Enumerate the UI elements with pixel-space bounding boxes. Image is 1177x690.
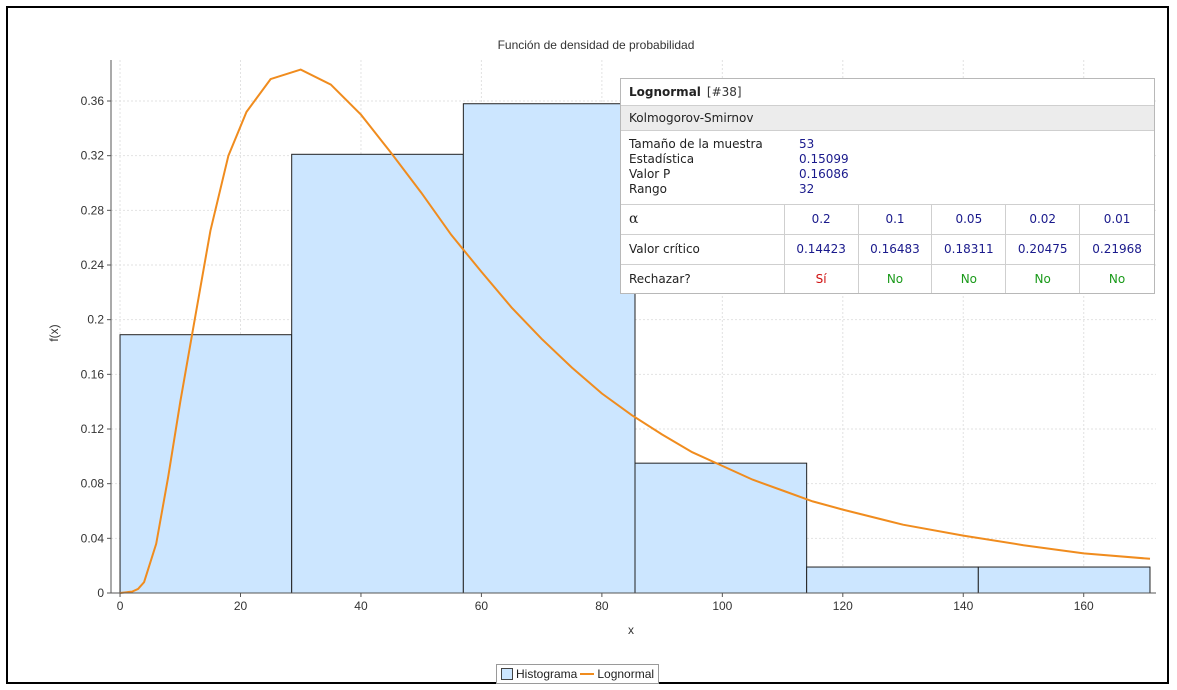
critical-value: 0.20475 (1006, 235, 1081, 264)
sample-size-label: Tamaño de la muestra (629, 137, 763, 151)
test-summary: Tamaño de la muestra Estadística Valor P… (621, 131, 1154, 205)
alpha-value: 0.1 (859, 205, 933, 234)
alpha-label: α (621, 205, 785, 234)
y-tick-label: 0.12 (81, 422, 105, 436)
histogram-bar (462, 103, 636, 594)
critical-value: 0.14423 (785, 235, 859, 264)
distribution-id: [#38] (706, 85, 742, 99)
critical-value: 0.18311 (932, 235, 1007, 264)
reject-label: Rechazar? (621, 265, 785, 293)
y-tick-label: 0.16 (81, 367, 105, 381)
alpha-value: 0.05 (932, 205, 1007, 234)
x-tick-label: 160 (1074, 599, 1094, 613)
y-tick-labels: 0 0.04 0.08 0.12 0.16 0.2 0.24 0.28 0.32 0.36 (81, 94, 111, 600)
distribution-header: Lognormal [#38] (621, 79, 1154, 106)
x-tick-label: 140 (953, 599, 973, 613)
x-axis-label: x (628, 623, 634, 637)
p-value-label: Valor P (629, 167, 671, 181)
y-tick-label: 0.04 (81, 531, 105, 545)
histogram-bar (806, 566, 979, 594)
histogram-bars (119, 103, 1151, 594)
p-value-value: 0.16086 (799, 167, 849, 181)
x-tick-labels: 0 20 40 60 80 100 120 140 160 (117, 593, 1094, 613)
histogram-bar (291, 153, 464, 594)
histogram-bar (119, 334, 293, 594)
legend-label-histogram: Histograma (516, 667, 578, 681)
critical-value-row: Valor crítico 0.14423 0.16483 0.18311 0.… (621, 235, 1154, 265)
y-tick-label: 0.36 (81, 94, 105, 108)
y-tick-label: 0.32 (81, 149, 105, 163)
x-tick-label: 60 (475, 599, 489, 613)
alpha-value: 0.01 (1103, 212, 1131, 226)
statistic-value: 0.15099 (799, 152, 849, 166)
critical-value: 0.21968 (1092, 242, 1142, 256)
x-tick-label: 0 (117, 599, 124, 613)
histogram-bar (977, 566, 1151, 594)
reject-value: No (1006, 265, 1081, 293)
rank-label: Rango (629, 182, 667, 196)
chart-frame: Función de densidad de probabilidad 0 20 4… (6, 6, 1169, 684)
lognormal-curve (119, 68, 1151, 594)
statistic-label: Estadística (629, 152, 695, 166)
reject-row: Rechazar? Sí No No No No (621, 265, 1154, 293)
legend-swatch-lognormal (580, 673, 595, 675)
x-tick-label: 100 (712, 599, 732, 613)
y-axis-label: f(x) (47, 324, 61, 341)
alpha-row: α 0.2 0.1 0.05 0.02 0.01 (621, 205, 1154, 235)
x-tick-label: 20 (234, 599, 248, 613)
y-tick-label: 0.28 (81, 203, 105, 217)
critical-value-label: Valor crítico (621, 235, 785, 264)
summary-labels: Tamaño de la muestra Estadística Valor P… (621, 137, 793, 197)
x-tick-label: 40 (354, 599, 368, 613)
sample-size-value: 53 (799, 137, 815, 151)
y-tick-label: 0 (97, 586, 104, 600)
test-name: Kolmogorov-Smirnov (621, 106, 1154, 131)
summary-values: 53 0.15099 0.16086 32 (793, 137, 849, 197)
distribution-name: Lognormal (629, 85, 701, 99)
reject-value: No (859, 265, 933, 293)
chart-title: Función de densidad de probabilidad (498, 38, 695, 52)
alpha-value: 0.2 (785, 205, 859, 234)
reject-value: Sí (785, 265, 859, 293)
histogram-bar (634, 462, 808, 594)
critical-value: 0.16483 (859, 235, 933, 264)
legend-label-lognormal: Lognormal (597, 667, 655, 681)
axes (110, 60, 1156, 594)
y-tick-label: 0.08 (81, 477, 105, 491)
pdf-chart: Función de densidad de probabilidad 0 20 4… (47, 38, 1156, 637)
reject-value: No (932, 265, 1007, 293)
rank-value: 32 (799, 182, 815, 196)
legend: Histograma Lognormal (496, 664, 660, 684)
reject-value: No (1108, 272, 1126, 286)
x-tick-label: 80 (595, 599, 609, 613)
goodness-of-fit-panel: Lognormal [#38] Kolmogorov-Smirnov Tamaño… (620, 78, 1155, 294)
y-tick-label: 0.24 (81, 258, 105, 272)
alpha-value: 0.02 (1006, 205, 1081, 234)
y-tick-label: 0.2 (87, 313, 104, 327)
plot-area: 0 20 40 60 80 100 120 140 160 00.040.080.120.160… (81, 60, 1156, 613)
legend-swatch-histogram (501, 668, 513, 680)
x-tick-label: 120 (833, 599, 853, 613)
